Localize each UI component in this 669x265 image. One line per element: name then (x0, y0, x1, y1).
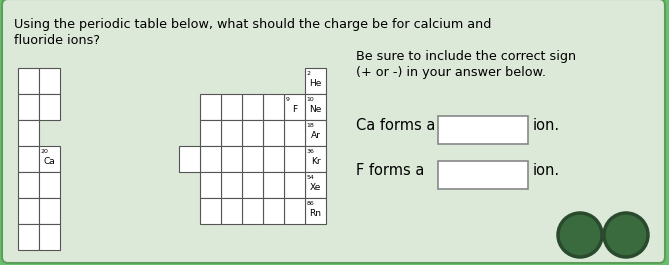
Bar (305, 68, 326, 94)
Bar (39, 198, 60, 224)
Bar (221, 120, 242, 146)
Text: Ne: Ne (309, 104, 322, 113)
Bar (263, 198, 284, 224)
Text: Ca forms a: Ca forms a (356, 118, 436, 133)
Text: 86: 86 (306, 201, 314, 206)
Bar (221, 198, 242, 224)
Bar (200, 198, 221, 224)
Bar (284, 172, 305, 198)
Bar (18, 94, 39, 120)
Text: 20: 20 (41, 149, 48, 154)
Bar (18, 146, 39, 172)
Bar (263, 172, 284, 198)
Bar (284, 146, 305, 172)
Bar (305, 172, 326, 198)
Bar (221, 94, 242, 120)
Text: Be sure to include the correct sign: Be sure to include the correct sign (356, 50, 576, 63)
Text: He: He (309, 78, 322, 87)
Bar (18, 120, 39, 146)
Text: ion.: ion. (533, 163, 560, 178)
Bar (242, 94, 263, 120)
Bar (200, 94, 221, 120)
Bar (200, 120, 221, 146)
Text: F: F (292, 104, 297, 113)
Circle shape (558, 213, 602, 257)
Bar (242, 198, 263, 224)
Bar (305, 198, 326, 224)
Bar (18, 198, 39, 224)
Bar (242, 146, 263, 172)
Bar (263, 94, 284, 120)
Bar (39, 172, 60, 198)
Text: F forms a: F forms a (356, 163, 424, 178)
Bar (221, 172, 242, 198)
Text: Xe: Xe (310, 183, 321, 192)
Text: 2: 2 (306, 71, 310, 76)
Bar (305, 146, 326, 172)
Text: Ca: Ca (43, 157, 56, 166)
Text: 54: 54 (306, 175, 314, 180)
Bar (39, 94, 60, 120)
Bar (305, 94, 326, 120)
Bar (305, 120, 326, 146)
Text: 9: 9 (286, 97, 290, 102)
Text: 18: 18 (306, 123, 314, 128)
Bar (39, 146, 60, 172)
Bar (242, 120, 263, 146)
Bar (284, 94, 305, 120)
Text: (+ or -) in your answer below.: (+ or -) in your answer below. (356, 66, 546, 79)
Bar (263, 120, 284, 146)
Text: Ar: Ar (310, 130, 320, 139)
Bar (18, 172, 39, 198)
Bar (242, 172, 263, 198)
Text: 10: 10 (306, 97, 314, 102)
Bar (200, 172, 221, 198)
Text: Using the periodic table below, what should the charge be for calcium and: Using the periodic table below, what sho… (14, 18, 491, 31)
Text: 36: 36 (306, 149, 314, 154)
Bar (179, 146, 200, 172)
Bar (39, 68, 60, 94)
Circle shape (604, 213, 648, 257)
Bar (39, 224, 60, 250)
Bar (200, 146, 221, 172)
Bar (438, 161, 528, 189)
Bar (438, 116, 528, 144)
Text: fluoride ions?: fluoride ions? (14, 34, 100, 47)
Bar (221, 146, 242, 172)
Text: Rn: Rn (310, 209, 322, 218)
Bar (284, 198, 305, 224)
Bar (263, 146, 284, 172)
Bar (18, 224, 39, 250)
Text: ion.: ion. (533, 118, 560, 133)
Bar (18, 68, 39, 94)
Text: Kr: Kr (310, 157, 320, 166)
Bar (284, 120, 305, 146)
